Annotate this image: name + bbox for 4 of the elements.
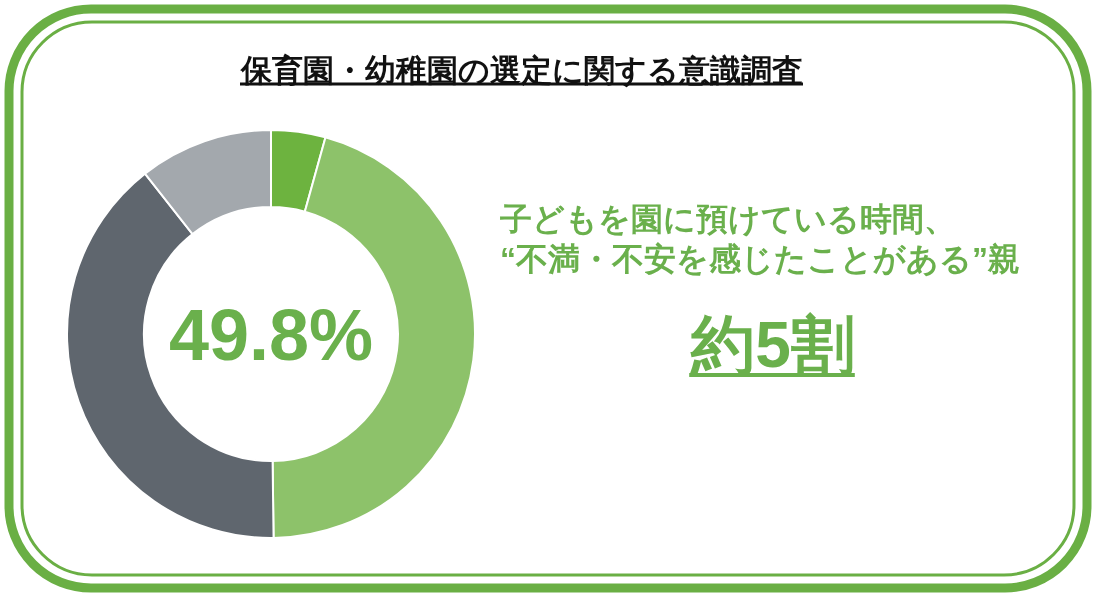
text: 子どもを園に預けている時間、 [499, 201, 956, 237]
text: 約5割 [689, 309, 855, 381]
text: “不満・不安を感じたことがある”親 [500, 241, 1020, 277]
text: 49.8% [168, 295, 374, 375]
